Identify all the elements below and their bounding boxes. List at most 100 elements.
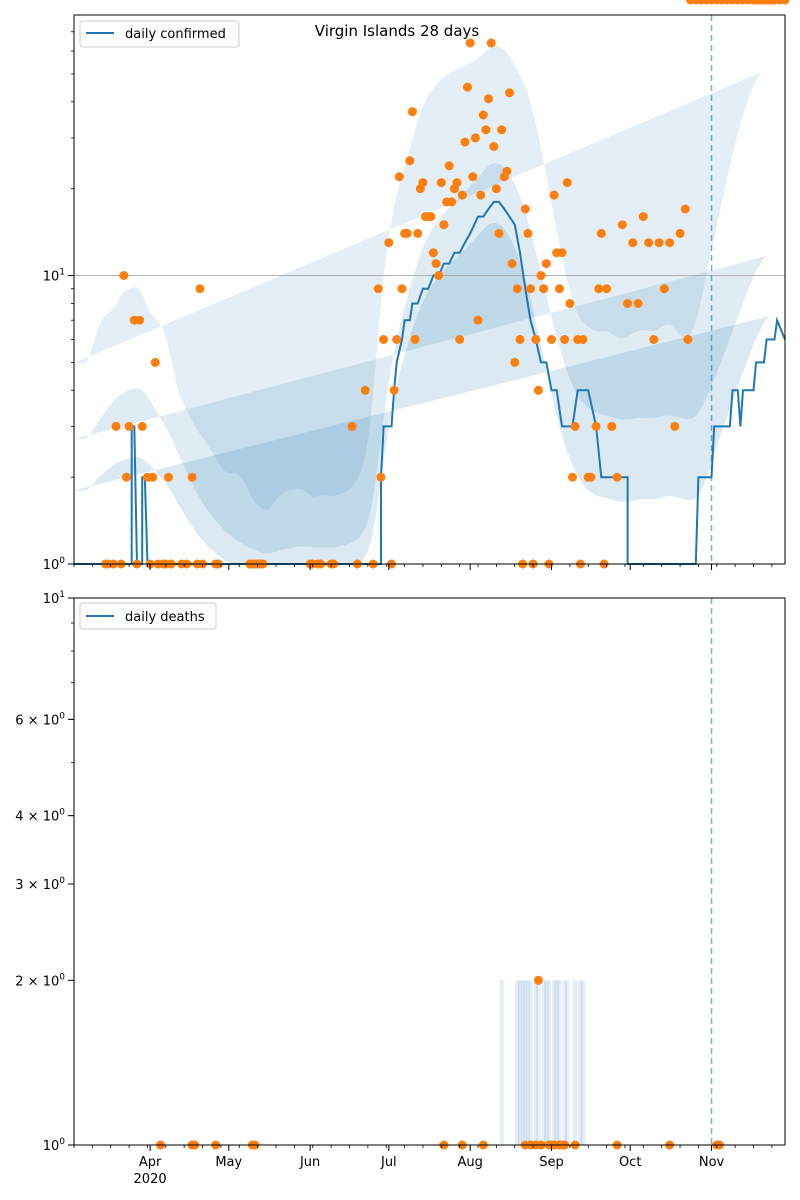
confirmed-point — [111, 421, 121, 431]
confirmed-point — [649, 335, 659, 344]
confirmed-point — [602, 284, 612, 294]
confirmed-point — [549, 190, 559, 200]
x-tick-label: May — [215, 1155, 242, 1170]
y-tick-label: 100 — [43, 556, 66, 573]
confirmed-point — [439, 220, 449, 230]
confirmed-point — [568, 472, 577, 482]
confirmed-point — [410, 335, 420, 344]
confirmed-point — [135, 315, 145, 325]
confirmed-point — [505, 88, 514, 98]
confirmed-point — [405, 156, 415, 166]
confirmed-point — [376, 472, 386, 482]
confirmed-legend-label: daily confirmed — [125, 27, 226, 42]
confirmed-point — [360, 385, 370, 395]
confirmed-point — [541, 259, 551, 269]
deaths-band-segment — [517, 980, 523, 1145]
deaths-band-segment — [544, 980, 549, 1145]
confirmed-point — [560, 335, 570, 344]
confirmed-point — [426, 212, 436, 222]
confirmed-point — [124, 421, 134, 431]
confirmed-point — [612, 472, 622, 482]
y-tick-label: 4 × 100 — [15, 808, 65, 825]
confirmed-point — [515, 335, 525, 344]
confirmed-point — [628, 238, 638, 248]
confirmed-point — [670, 421, 680, 431]
confirmed-point — [476, 190, 486, 200]
confirmed-point — [502, 166, 512, 176]
deaths-plot-area — [74, 598, 785, 1145]
confirmed-point — [394, 172, 404, 182]
confirmed-point — [137, 421, 147, 431]
deaths-band-segment — [533, 980, 538, 1145]
confirmed-point — [434, 271, 444, 280]
confirmed-point — [407, 107, 417, 117]
confirmed-point — [486, 38, 496, 48]
confirmed-point — [507, 259, 517, 269]
confirmed-point — [463, 82, 472, 92]
x-tick-label: Apr — [139, 1155, 162, 1170]
confirmed-point — [397, 284, 407, 294]
deaths-band-segment — [572, 980, 578, 1145]
confirmed-point — [452, 178, 462, 188]
deaths-bands — [499, 980, 586, 1145]
confirmed-point — [665, 238, 675, 248]
confirmed-point — [119, 271, 129, 280]
deaths-band-segment — [536, 980, 541, 1145]
confirmed-point — [557, 248, 567, 258]
confirmed-point — [428, 248, 438, 258]
confirmed-point — [164, 472, 173, 482]
confirmed-point — [596, 228, 606, 238]
confirmed-point — [497, 125, 507, 135]
deaths-band-segment — [523, 980, 528, 1145]
deaths-legend-box — [79, 602, 217, 630]
chart-title: Virgin Islands 28 days — [315, 22, 480, 40]
confirmed-point — [536, 271, 546, 280]
y-tick-label: 2 × 100 — [15, 972, 65, 989]
x-tick-label: Nov — [699, 1155, 725, 1170]
deaths-band-segment — [557, 980, 562, 1145]
deaths-band-segment — [528, 980, 533, 1145]
confirmed-point — [565, 299, 575, 308]
daily-confirmed-line — [74, 200, 786, 565]
confirmed-axes-frame — [73, 14, 786, 565]
confirmed-point — [473, 315, 483, 325]
confirmed-point — [680, 204, 690, 214]
deaths-panel: Apr May Jun Jul Aug Sep Oct Nov 2020 100 2 × 100 3… — [15, 590, 786, 1187]
confirmed-point — [392, 335, 402, 344]
confirmed-point — [512, 284, 522, 294]
confirmed-bands — [74, 45, 770, 564]
confirmed-point — [510, 357, 520, 367]
confirmed-point — [402, 228, 412, 238]
deaths-band-segment — [515, 980, 520, 1145]
confirmed-point — [591, 421, 601, 431]
y-tick-label: 101 — [43, 590, 65, 607]
confirmed-point — [644, 238, 654, 248]
x-tick-label: Jul — [380, 1155, 397, 1170]
confirmed-point — [195, 284, 205, 294]
deaths-band-segment — [562, 980, 567, 1145]
confirmed-point — [539, 284, 549, 294]
confirmed-point — [683, 335, 693, 344]
confirmed-point — [384, 238, 394, 248]
confirmed-band-mid — [74, 163, 767, 554]
confirmed-point — [187, 472, 197, 482]
y-tick-label: 101 — [43, 268, 65, 285]
deaths-band-segment — [525, 980, 531, 1145]
deaths-legend-label: daily deaths — [125, 610, 205, 625]
confirmed-point — [455, 335, 465, 344]
confirmed-point — [586, 472, 596, 482]
confirmed-point — [659, 284, 669, 294]
confirmed-point — [531, 335, 541, 344]
deaths-band-segment — [546, 980, 552, 1145]
confirmed-point — [607, 421, 617, 431]
confirmed-point — [347, 421, 357, 431]
confirmed-point — [150, 357, 160, 367]
confirmed-point — [478, 110, 488, 120]
confirmed-point — [654, 238, 664, 248]
x-tick-label: Aug — [457, 1155, 482, 1170]
confirmed-legend: daily confirmed — [79, 20, 240, 48]
confirmed-band-outer — [74, 45, 762, 510]
confirmed-point — [570, 421, 580, 431]
x-year-label: 2020 — [134, 1172, 167, 1187]
